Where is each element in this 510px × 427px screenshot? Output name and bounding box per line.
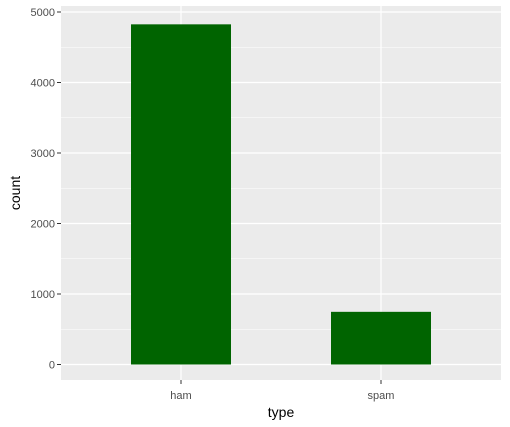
x-axis-title: type xyxy=(268,404,295,420)
x-tick-label: ham xyxy=(170,390,191,402)
y-tick-label: 4000 xyxy=(31,78,55,90)
plot-panel xyxy=(61,6,501,380)
y-tick-label: 2000 xyxy=(31,219,55,231)
bar-spam xyxy=(331,311,431,365)
x-tick-label: spam xyxy=(368,390,395,402)
y-tick-label: 5000 xyxy=(31,7,55,19)
x-axis: ham spam xyxy=(170,380,394,402)
y-tick-label: 1000 xyxy=(31,289,55,301)
y-axis-title: count xyxy=(7,176,23,210)
y-axis: 0 1000 2000 3000 4000 5000 xyxy=(31,7,61,372)
y-tick-label: 3000 xyxy=(31,148,55,160)
bars xyxy=(131,24,431,365)
y-tick-label: 0 xyxy=(49,360,55,372)
bar-ham xyxy=(131,24,231,365)
